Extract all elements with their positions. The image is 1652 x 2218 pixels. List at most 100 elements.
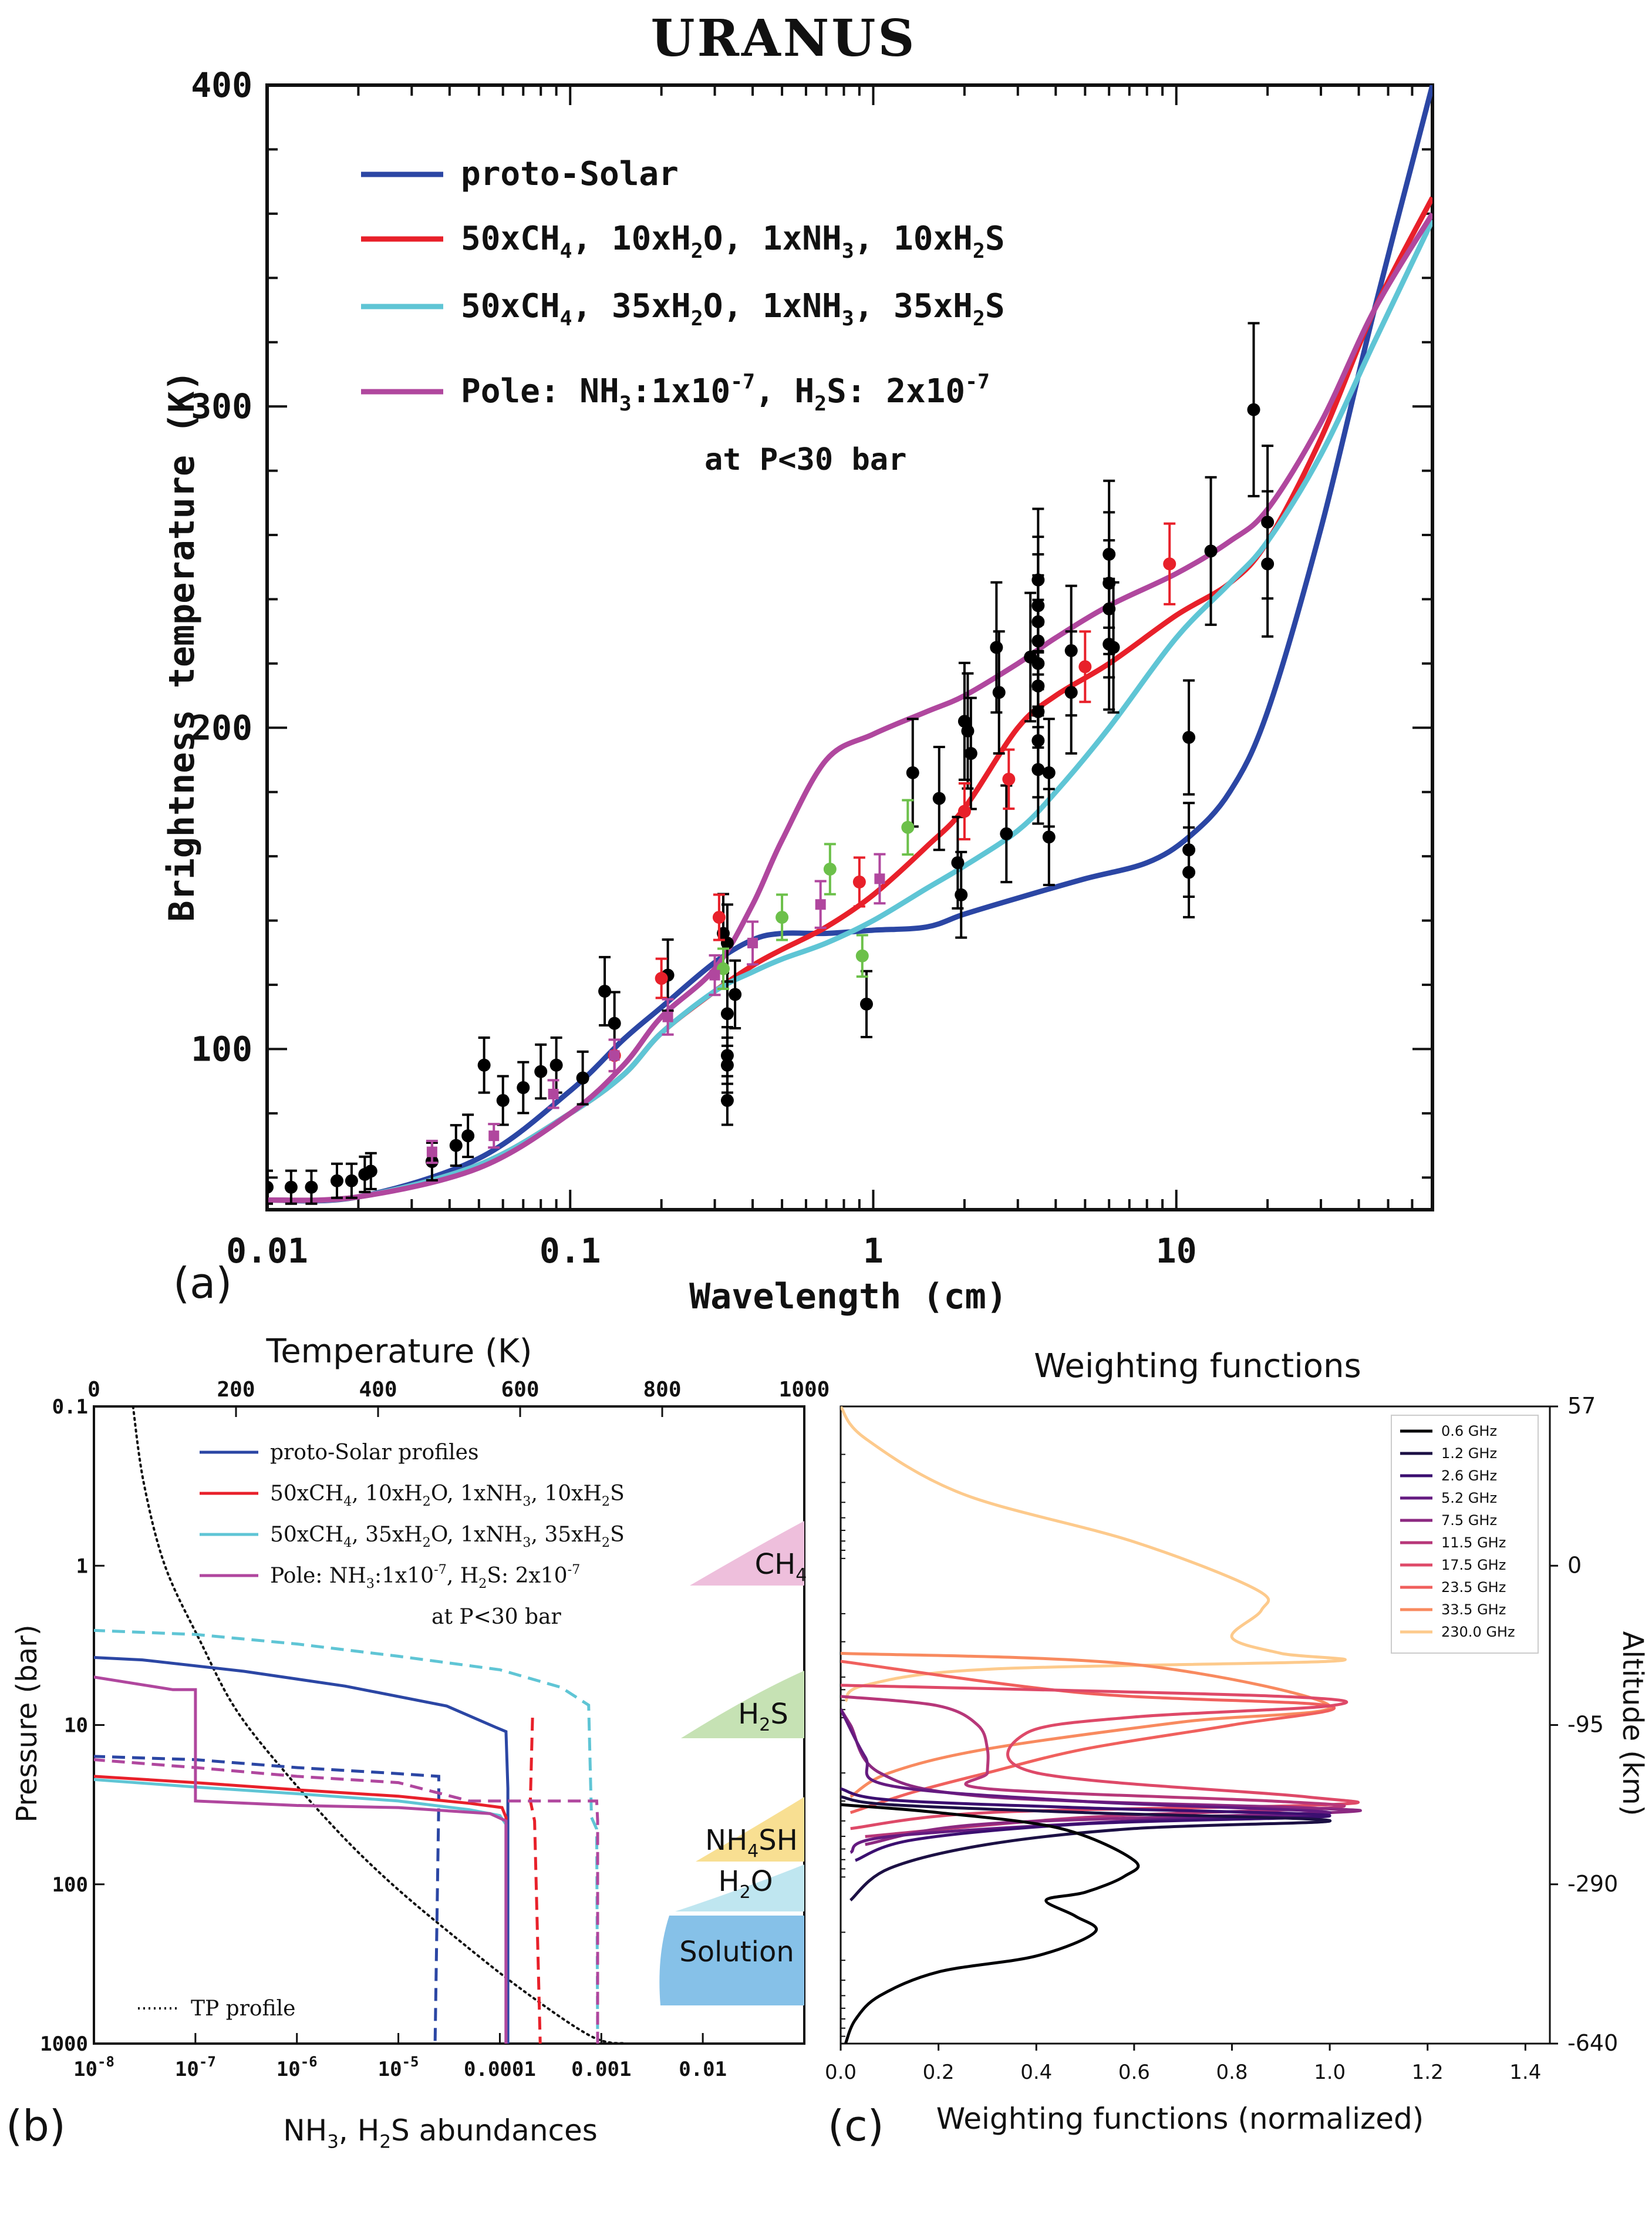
- chart-a-data-point-black: [517, 1081, 530, 1095]
- chart-b-cloud-label-part: SH: [758, 1824, 798, 1857]
- chart-b-legend-label-part: O, 1xNH: [431, 1482, 522, 1506]
- chart-a-data-point-green: [776, 911, 789, 924]
- chart-c-x-tick-label: 1.2: [1412, 2061, 1444, 2084]
- chart-b-cloud-label-part: NH: [705, 1824, 747, 1857]
- chart-b-legend-label-part: S: [610, 1523, 625, 1547]
- chart-b-x-axis-label: NH3​, H2​S abundances: [283, 2113, 598, 2153]
- chart-b-legend-label-part: S: [610, 1482, 625, 1506]
- chart-b-x-tick-exponent: -7: [199, 2054, 216, 2070]
- chart-a-data-point-black: [345, 1174, 358, 1187]
- chart-c-series-line-8: [841, 1651, 1332, 1798]
- chart-b-tp-legend-label: TP profile: [191, 1997, 295, 2021]
- chart-a-data-point-black: [305, 1180, 318, 1194]
- chart-a-title: URANUS: [651, 9, 917, 68]
- chart-a-panel-label: (a): [173, 1258, 232, 1308]
- chart-a-legend-label-part: , 10xH: [854, 220, 973, 258]
- chart-a-data-point-red: [958, 805, 971, 818]
- chart-b-legend-label-superscript: -7: [568, 1562, 581, 1577]
- chart-c-legend-label: 17.5 GHz: [1441, 1557, 1506, 1573]
- chart-c-series-line-3: [841, 1708, 1331, 1854]
- chart-c-legend-label: 2.6 GHz: [1441, 1468, 1497, 1484]
- chart-a-data-point-black: [964, 747, 977, 760]
- chart-b-cloud-layer-4: [659, 1916, 804, 2005]
- chart-b-legend-label: proto-Solar profiles: [270, 1440, 478, 1465]
- chart-b-tp-profile: [132, 1406, 628, 2044]
- chart-a-data-point-red: [1163, 557, 1176, 571]
- chart-b-cloud-label-subscript: 4: [747, 1841, 758, 1862]
- chart-b-x-tick-label: 0.0001: [464, 2058, 536, 2081]
- chart-b-x-axis-label-subscript: 2: [379, 2132, 391, 2153]
- chart-a-data-point-black: [990, 641, 1003, 654]
- chart-b-profile-6: [94, 1675, 508, 2044]
- chart-b-legend-label-subscript: 2: [478, 1576, 487, 1591]
- chart-a-data-point-black: [1064, 686, 1078, 699]
- chart-c-legend-label: 23.5 GHz: [1441, 1579, 1506, 1596]
- chart-a-legend-label-part: 50xCH: [461, 287, 560, 325]
- chart-a-legend-label-part: , 10xH: [572, 220, 690, 258]
- chart-a-legend-label-part: :1x10: [632, 372, 731, 410]
- chart-a-data-point-black: [720, 1058, 734, 1072]
- chart-a-data-point-red: [655, 972, 668, 985]
- chart-a-legend-label: proto-Solar: [461, 155, 679, 193]
- chart-b-cloud-layer-3: [675, 1864, 804, 1911]
- chart-b-legend-label-part: , H: [447, 1564, 478, 1588]
- chart-a-data-point-black: [549, 1058, 563, 1072]
- chart-a-series-line-0: [267, 85, 1432, 1204]
- chart-a-data-point-black: [932, 792, 946, 805]
- chart-b-top-tick-label: 600: [501, 1378, 539, 1402]
- chart-b-legend-label-part: , 35xH: [531, 1523, 601, 1547]
- chart-a-data-point-purple: [815, 899, 826, 910]
- chart-b-top-axis-label: Temperature (K): [266, 1332, 532, 1371]
- chart-a-legend-label-part: 50xCH: [461, 220, 560, 258]
- chart-b-legend-label-subscript: 2: [602, 1535, 610, 1550]
- chart-a-legend-label: Pole: NH3​:1x10-7​, H2​S: 2x10-7​: [461, 370, 990, 416]
- chart-a-legend-label-part: O, 1xNH: [703, 220, 842, 258]
- chart-b-series-group: [94, 1406, 628, 2044]
- chart-b-cloud-label: Solution: [679, 1936, 794, 1968]
- chart-a-data-point-black: [576, 1071, 589, 1085]
- chart-b-legend-label: Pole: NH3​:1x10-7​, H2​S: 2x10-7​: [270, 1562, 580, 1591]
- chart-a-series-line-3: [267, 212, 1432, 1203]
- chart-b-legend-label-subscript: 3: [522, 1494, 531, 1509]
- chart-b-cloud-label: CH4: [755, 1548, 807, 1586]
- chart-a-legend-label-subscript: 2: [691, 307, 703, 331]
- chart-a-legend-label-subscript: 4: [560, 240, 572, 263]
- chart-a-legend-label-part: , H: [755, 372, 814, 410]
- chart-c-series-line-6: [841, 1684, 1360, 1830]
- chart-b-top-tick-label: 800: [643, 1378, 681, 1402]
- chart-a-data-point-black: [1000, 827, 1013, 840]
- chart-a-legend-label-part: S: 2x10: [827, 372, 965, 410]
- chart-b-y-tick-label: 1000: [40, 2032, 88, 2056]
- chart-c-right-tick-label: -640: [1567, 2030, 1618, 2056]
- chart-c-series-line-5: [841, 1695, 1346, 1838]
- chart-b-legend-label-subscript: 4: [343, 1494, 352, 1509]
- chart-c-series-line-2: [841, 1787, 1331, 1862]
- chart-b-x-tick-exponent: -5: [402, 2054, 419, 2070]
- chart-a-legend-label-subscript: 3: [842, 240, 854, 263]
- chart-b-cloud-label: NH4SH: [705, 1824, 798, 1862]
- chart-c-title: Weighting functions: [1034, 1347, 1361, 1385]
- chart-b-legend-label: 50xCH4​, 35xH2​O, 1xNH3​, 35xH2​S: [270, 1523, 625, 1550]
- chart-a-legend-label: 50xCH4​, 10xH2​O, 1xNH3​, 10xH2​S: [461, 220, 1005, 263]
- chart-c-x-tick-label: 0.4: [1020, 2061, 1052, 2084]
- chart-a-legend-label-part: , 35xH: [854, 287, 973, 325]
- chart-a-y-tick-label: 100: [191, 1029, 252, 1069]
- chart-a-legend-label-part: S: [985, 220, 1005, 258]
- chart-a-legend-label-subscript: 2: [814, 392, 827, 416]
- chart-a-data-point-black: [284, 1180, 298, 1194]
- chart-b-profile-7: [94, 1758, 599, 2044]
- chart-b-legend-label-subscript: 2: [423, 1535, 431, 1550]
- chart-a-data-point-green: [855, 949, 869, 962]
- chart-c-legend-label: 1.2 GHz: [1441, 1445, 1497, 1462]
- chart-a-legend-label-subscript: 3: [619, 392, 632, 416]
- chart-b-y-tick-label: 0.1: [52, 1395, 88, 1419]
- chart-a-data-point-black: [1182, 731, 1196, 744]
- chart-b-legend-label-subscript: 2: [602, 1494, 610, 1509]
- chart-a-legend-label-subscript: 4: [560, 307, 572, 331]
- chart-a-legend-label-part: O, 1xNH: [703, 287, 842, 325]
- chart-b-legend-label-subscript: 3: [366, 1576, 375, 1591]
- chart-a-data-point-red: [852, 875, 866, 888]
- chart-a-data-point-black: [461, 1129, 475, 1143]
- chart-b-panel-label: (b): [6, 2101, 66, 2150]
